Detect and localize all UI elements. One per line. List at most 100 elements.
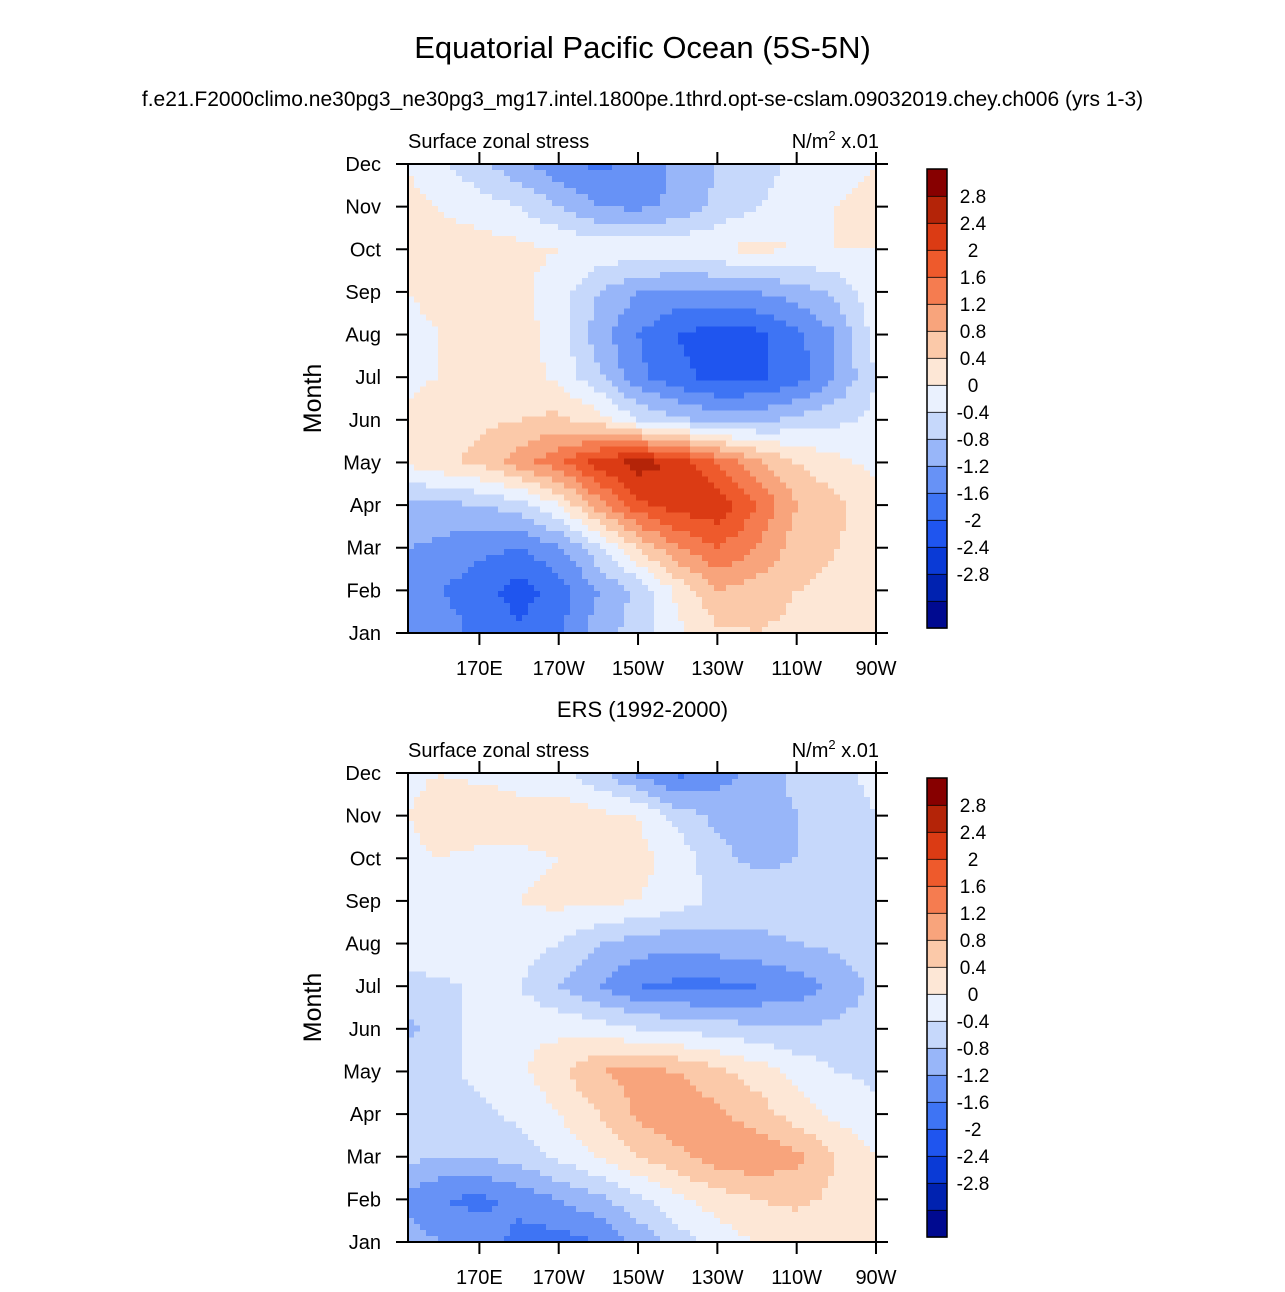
- contour-cell: [522, 296, 529, 303]
- contour-cell: [558, 170, 565, 177]
- contour-cell: [558, 332, 565, 339]
- contour-cell: [822, 182, 829, 189]
- contour-cell: [678, 344, 685, 351]
- contour-cell: [672, 518, 679, 526]
- contour-cell: [582, 392, 589, 400]
- contour-cell: [768, 518, 775, 526]
- contour-cell: [432, 326, 439, 333]
- contour-cell: [636, 392, 643, 400]
- contour-cell: [612, 236, 619, 243]
- contour-cell: [798, 512, 805, 520]
- contour-cell: [498, 530, 505, 538]
- contour-cell: [516, 542, 523, 550]
- contour-cell: [504, 338, 511, 345]
- contour-cell: [738, 212, 745, 219]
- contour-cell: [762, 188, 769, 195]
- contour-cell: [618, 260, 625, 267]
- contour-cell: [432, 464, 439, 472]
- contour-cell: [486, 248, 493, 255]
- contour-cell: [870, 458, 877, 466]
- contour-cell: [822, 326, 829, 333]
- contour-cell: [558, 374, 565, 382]
- contour-cell: [666, 446, 673, 454]
- contour-cell: [636, 266, 643, 273]
- contour-cell: [672, 422, 679, 430]
- contour-cell: [444, 434, 451, 442]
- contour-cell: [540, 320, 547, 327]
- contour-cell: [624, 434, 631, 442]
- contour-cell: [588, 500, 595, 508]
- contour-cell: [648, 260, 655, 267]
- contour-cell: [426, 500, 433, 508]
- contour-cell: [426, 410, 433, 418]
- contour-cell: [456, 272, 463, 279]
- contour-cell: [702, 464, 709, 472]
- contour-cell: [726, 194, 733, 201]
- contour-cell: [708, 530, 715, 538]
- contour-cell: [522, 542, 529, 550]
- contour-cell: [432, 458, 439, 466]
- contour-cell: [558, 302, 565, 309]
- contour-cell: [510, 194, 517, 201]
- contour-cell: [648, 212, 655, 219]
- contour-cell: [846, 356, 853, 364]
- contour-cell: [570, 242, 577, 249]
- contour-cell: [558, 536, 565, 544]
- contour-cell: [630, 500, 637, 508]
- contour-cell: [498, 374, 505, 382]
- contour-cell: [816, 428, 823, 436]
- contour-cell: [570, 524, 577, 532]
- contour-cell: [600, 242, 607, 249]
- contour-cell: [582, 164, 589, 171]
- contour-cell: [492, 344, 499, 351]
- contour-cell: [720, 236, 727, 243]
- contour-cell: [618, 500, 625, 508]
- contour-cell: [660, 302, 667, 309]
- contour-cell: [510, 284, 517, 291]
- contour-cell: [822, 272, 829, 279]
- contour-cell: [456, 392, 463, 400]
- contour-cell: [528, 470, 535, 478]
- contour-cell: [612, 500, 619, 508]
- contour-cell: [510, 272, 517, 279]
- contour-cell: [864, 410, 871, 418]
- contour-cell: [522, 446, 529, 454]
- contour-cell: [642, 392, 649, 400]
- contour-cell: [744, 176, 751, 183]
- contour-cell: [720, 446, 727, 454]
- contour-cell: [684, 164, 691, 171]
- contour-cell: [786, 458, 793, 466]
- contour-cell: [708, 422, 715, 430]
- contour-cell: [474, 290, 481, 297]
- contour-cell: [678, 236, 685, 243]
- contour-cell: [846, 236, 853, 243]
- contour-cell: [534, 176, 541, 183]
- contour-cell: [552, 530, 559, 538]
- contour-cell: [558, 482, 565, 490]
- contour-cell: [642, 164, 649, 171]
- contour-cell: [558, 236, 565, 243]
- contour-cell: [594, 296, 601, 303]
- contour-cell: [804, 416, 811, 424]
- contour-cell: [660, 224, 667, 231]
- contour-cell: [438, 494, 445, 502]
- contour-cell: [696, 398, 703, 406]
- contour-cell: [588, 254, 595, 261]
- contour-cell: [834, 194, 841, 201]
- contour-cell: [660, 368, 667, 376]
- contour-cell: [588, 470, 595, 478]
- contour-cell: [618, 176, 625, 183]
- contour-cell: [570, 302, 577, 309]
- contour-cell: [522, 314, 529, 321]
- contour-cell: [510, 542, 517, 550]
- contour-cell: [522, 188, 529, 195]
- contour-cell: [690, 536, 697, 544]
- contour-cell: [822, 242, 829, 249]
- contour-cell: [870, 206, 877, 213]
- contour-cell: [570, 332, 577, 339]
- contour-cell: [432, 308, 439, 315]
- contour-cell: [510, 440, 517, 448]
- contour-cell: [828, 530, 835, 538]
- contour-cell: [624, 470, 631, 478]
- contour-cell: [756, 284, 763, 291]
